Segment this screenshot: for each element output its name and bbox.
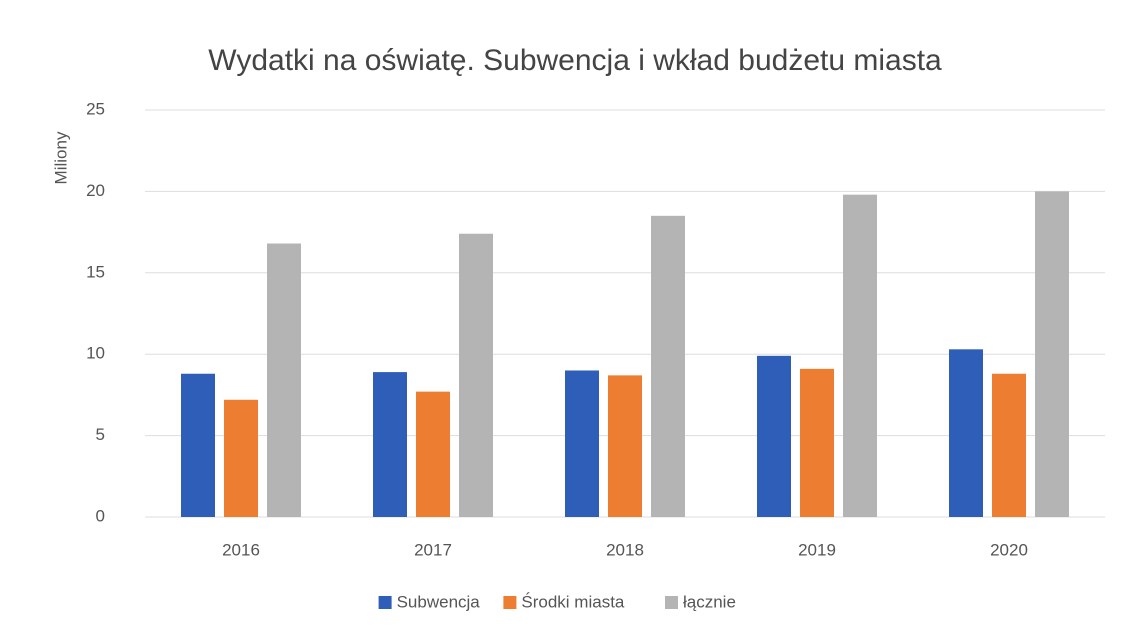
bar [181,373,215,517]
bar [843,194,877,517]
y-axis-label: Miliony [51,131,70,184]
bar [651,215,685,517]
bar [800,368,834,517]
x-tick-label: 2020 [990,540,1028,559]
bar [992,373,1026,517]
bar [757,355,791,517]
legend-swatch [503,596,517,609]
legend-swatch [378,596,392,609]
bar [565,370,599,517]
bar [1035,191,1069,517]
legend-label: łącznie [683,592,736,611]
legend-label: Środki miasta [521,592,625,611]
x-tick-label: 2016 [222,540,260,559]
x-tick-label: 2019 [798,540,836,559]
chart-title: Wydatki na oświatę. Subwencja i wkład bu… [208,44,942,77]
y-tick-label: 25 [86,99,105,118]
y-tick-label: 15 [86,262,105,281]
bar [267,243,301,517]
bar [373,372,407,517]
legend-label: Subwencja [397,592,481,611]
y-tick-label: 10 [86,344,105,363]
x-tick-label: 2018 [606,540,644,559]
bar [949,349,983,517]
bar [608,375,642,517]
legend-swatch [665,596,678,609]
bar [416,391,450,517]
y-tick-label: 20 [86,181,105,200]
bar [459,233,493,517]
x-tick-label: 2017 [414,540,452,559]
bar [224,399,258,517]
y-tick-label: 5 [96,425,105,444]
y-tick-label: 0 [96,506,105,525]
